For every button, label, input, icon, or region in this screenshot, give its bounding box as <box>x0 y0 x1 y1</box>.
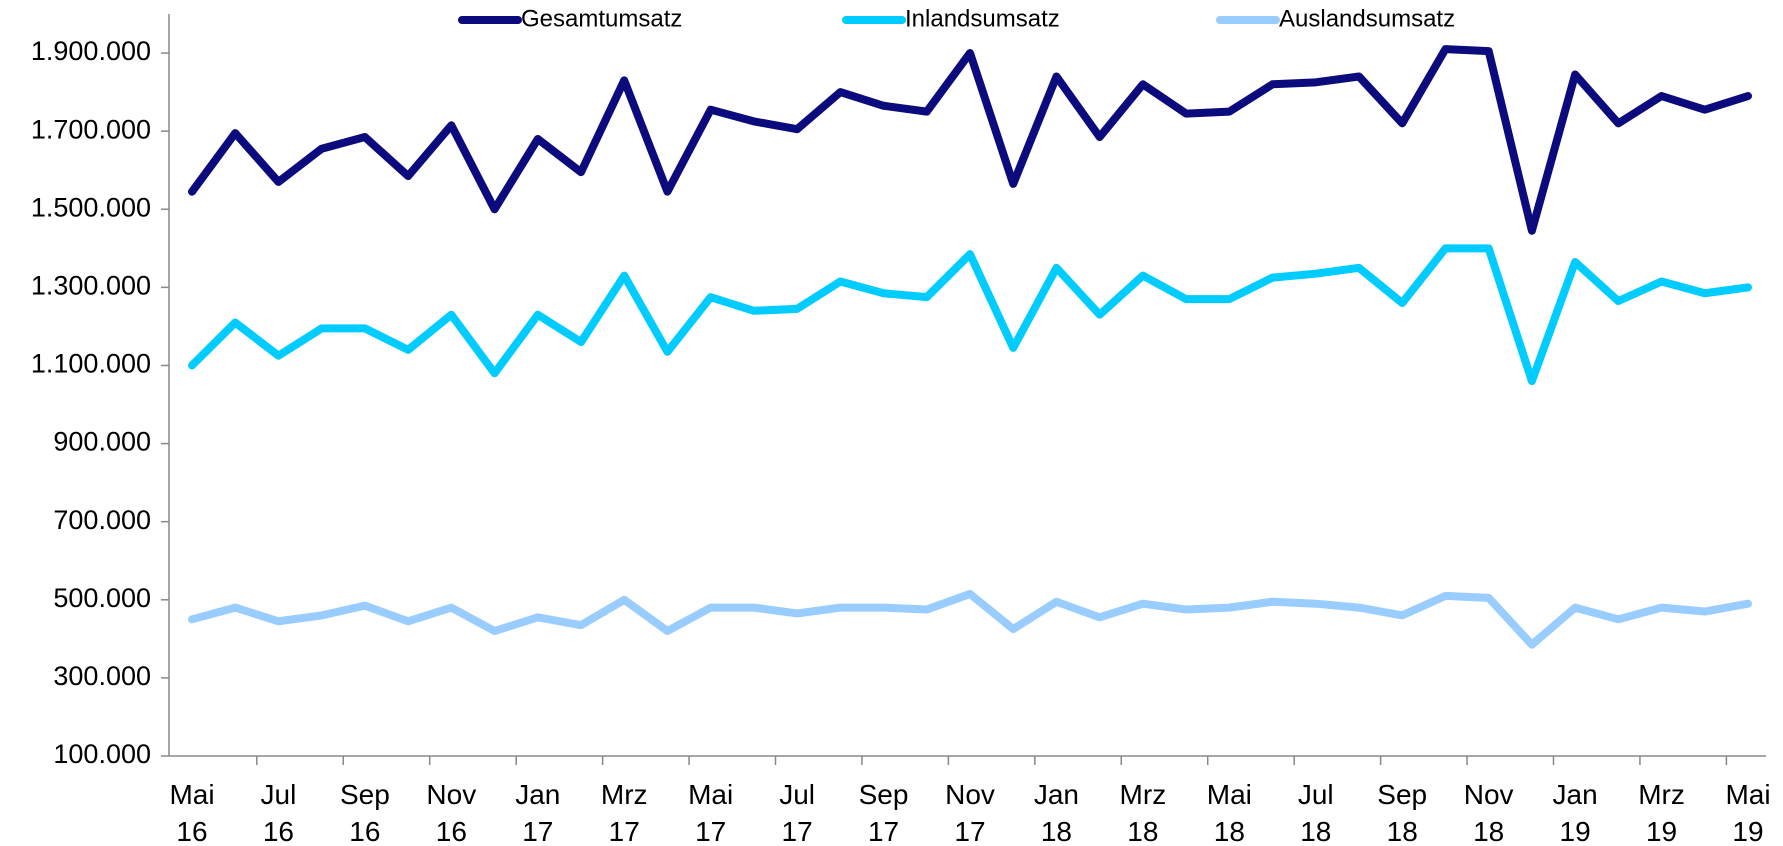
y-tick-label: 100.000 <box>53 739 151 769</box>
y-tick-label: 300.000 <box>53 661 151 691</box>
x-tick-label: Nov 18 <box>1463 779 1514 846</box>
y-tick-label: 1.900.000 <box>31 36 151 66</box>
x-tick-label: Mrz 17 <box>600 779 648 846</box>
x-tick-label: Jan 18 <box>1033 779 1080 846</box>
y-tick-label: 1.700.000 <box>31 114 151 144</box>
x-tick-label: Mai 16 <box>169 779 215 846</box>
y-tick-label: 1.100.000 <box>31 349 151 379</box>
legend-label: Inlandsumsatz <box>905 5 1060 32</box>
x-tick-label: Sep 17 <box>858 779 909 846</box>
y-tick-label: 700.000 <box>53 505 151 535</box>
line-series <box>188 244 1752 386</box>
y-tick-label: 900.000 <box>53 427 151 457</box>
x-tick-label: Mai 17 <box>688 779 734 846</box>
x-tick-label: Mrz 19 <box>1638 779 1685 846</box>
x-tick-label: Nov 17 <box>945 779 995 846</box>
x-tick-label: Mai 19 <box>1725 779 1771 846</box>
x-tick-label: Jan 17 <box>515 779 561 846</box>
x-tick-label: Jan 19 <box>1552 779 1598 846</box>
x-tick-label: Mrz 18 <box>1119 779 1167 846</box>
y-tick-label: 1.300.000 <box>31 270 151 300</box>
x-tick-label: Sep 18 <box>1377 779 1428 846</box>
legend-label: Gesamtumsatz <box>521 5 682 32</box>
x-tick-label: Jul 16 <box>260 779 297 846</box>
x-tick-label: Sep 16 <box>339 779 390 846</box>
y-tick-label: 1.500.000 <box>31 192 151 222</box>
line-series <box>188 45 1752 235</box>
x-tick-label: Mai 18 <box>1206 779 1252 846</box>
line-series <box>188 589 1752 649</box>
x-tick-label: Jul 18 <box>1297 779 1334 846</box>
x-tick-label: Nov 16 <box>426 779 477 846</box>
legend-label: Auslandsumsatz <box>1279 5 1455 32</box>
y-tick-label: 500.000 <box>53 583 151 613</box>
x-tick-label: Jul 17 <box>779 779 815 846</box>
